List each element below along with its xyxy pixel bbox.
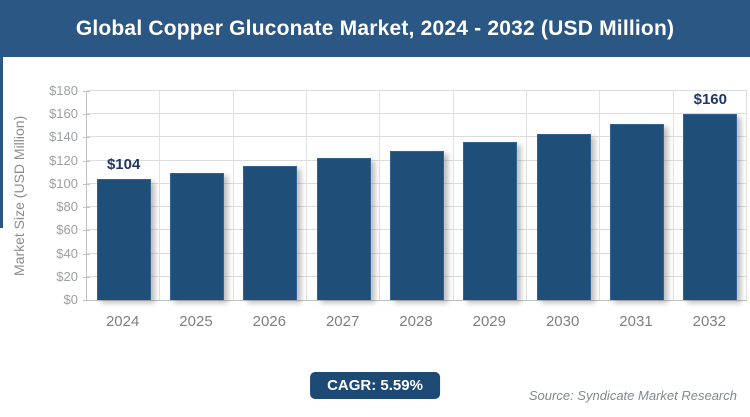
x-tick-label-2027: 2027 bbox=[325, 313, 360, 330]
vertical-gridline bbox=[232, 91, 234, 300]
y-tick-label: $140 bbox=[49, 129, 78, 145]
bar-column bbox=[380, 91, 453, 300]
bar-chart-plot-area: $104 $160 bbox=[86, 90, 747, 301]
y-tick-label: $40 bbox=[56, 245, 78, 261]
bar-2027 bbox=[316, 158, 371, 300]
horizontal-gridline bbox=[87, 90, 747, 91]
vertical-gridline bbox=[746, 91, 747, 300]
x-tick-label-2024: 2024 bbox=[105, 313, 140, 330]
bar-column: $104 bbox=[87, 91, 160, 300]
vertical-gridline bbox=[672, 91, 674, 300]
y-tick-label: $20 bbox=[56, 268, 78, 284]
y-tick-label: $160 bbox=[49, 106, 78, 122]
y-tick-label: $0 bbox=[63, 292, 78, 307]
vertical-gridline bbox=[379, 91, 381, 300]
bar-value-label: $104 bbox=[106, 156, 141, 174]
bar-column: $160 bbox=[674, 91, 747, 300]
bar-2031 bbox=[609, 123, 664, 300]
y-tick-label: $120 bbox=[49, 152, 78, 168]
vertical-gridline bbox=[599, 91, 601, 300]
x-tick-label-2028: 2028 bbox=[399, 313, 433, 330]
chart-title-bar: Global Copper Gluconate Market, 2024 - 2… bbox=[0, 0, 750, 57]
y-tick-label: $80 bbox=[56, 199, 78, 215]
vertical-gridline bbox=[452, 91, 454, 300]
y-tick-label: $100 bbox=[49, 175, 78, 191]
y-tick-label: $180 bbox=[49, 83, 78, 98]
bar-2030 bbox=[536, 133, 591, 300]
left-accent-strip bbox=[0, 57, 3, 228]
bar-column bbox=[234, 91, 307, 300]
bar-column bbox=[307, 91, 380, 300]
x-tick-label-2032: 2032 bbox=[692, 313, 726, 330]
x-tick-label-2026: 2026 bbox=[252, 313, 286, 330]
bar-2025 bbox=[169, 173, 224, 300]
bar-column bbox=[454, 91, 527, 300]
vertical-gridline bbox=[306, 91, 307, 300]
y-tick-label: $60 bbox=[56, 222, 78, 238]
source-note: Source: Syndicate Market Research bbox=[528, 388, 737, 403]
x-tick-label-2029: 2029 bbox=[472, 313, 506, 330]
vertical-gridline bbox=[526, 91, 527, 300]
bar-2028 bbox=[389, 151, 444, 300]
cagr-badge: CAGR: 5.59% bbox=[310, 372, 440, 399]
vertical-gridline bbox=[159, 91, 161, 300]
bar-2032 bbox=[683, 114, 738, 300]
bar-2024 bbox=[96, 179, 151, 300]
horizontal-gridline bbox=[87, 113, 747, 115]
x-tick-label-2025: 2025 bbox=[179, 313, 213, 330]
x-tick-label-2030: 2030 bbox=[545, 313, 580, 330]
bar-column bbox=[527, 91, 600, 300]
x-tick-label-2031: 2031 bbox=[619, 313, 653, 330]
chart-title: Global Copper Gluconate Market, 2024 - 2… bbox=[75, 16, 675, 40]
bar-value-label: $160 bbox=[693, 91, 727, 109]
bar-2026 bbox=[243, 166, 298, 300]
bar-column bbox=[160, 91, 233, 300]
bar-2029 bbox=[463, 142, 518, 300]
horizontal-gridline bbox=[87, 136, 747, 138]
bar-column bbox=[600, 91, 673, 300]
